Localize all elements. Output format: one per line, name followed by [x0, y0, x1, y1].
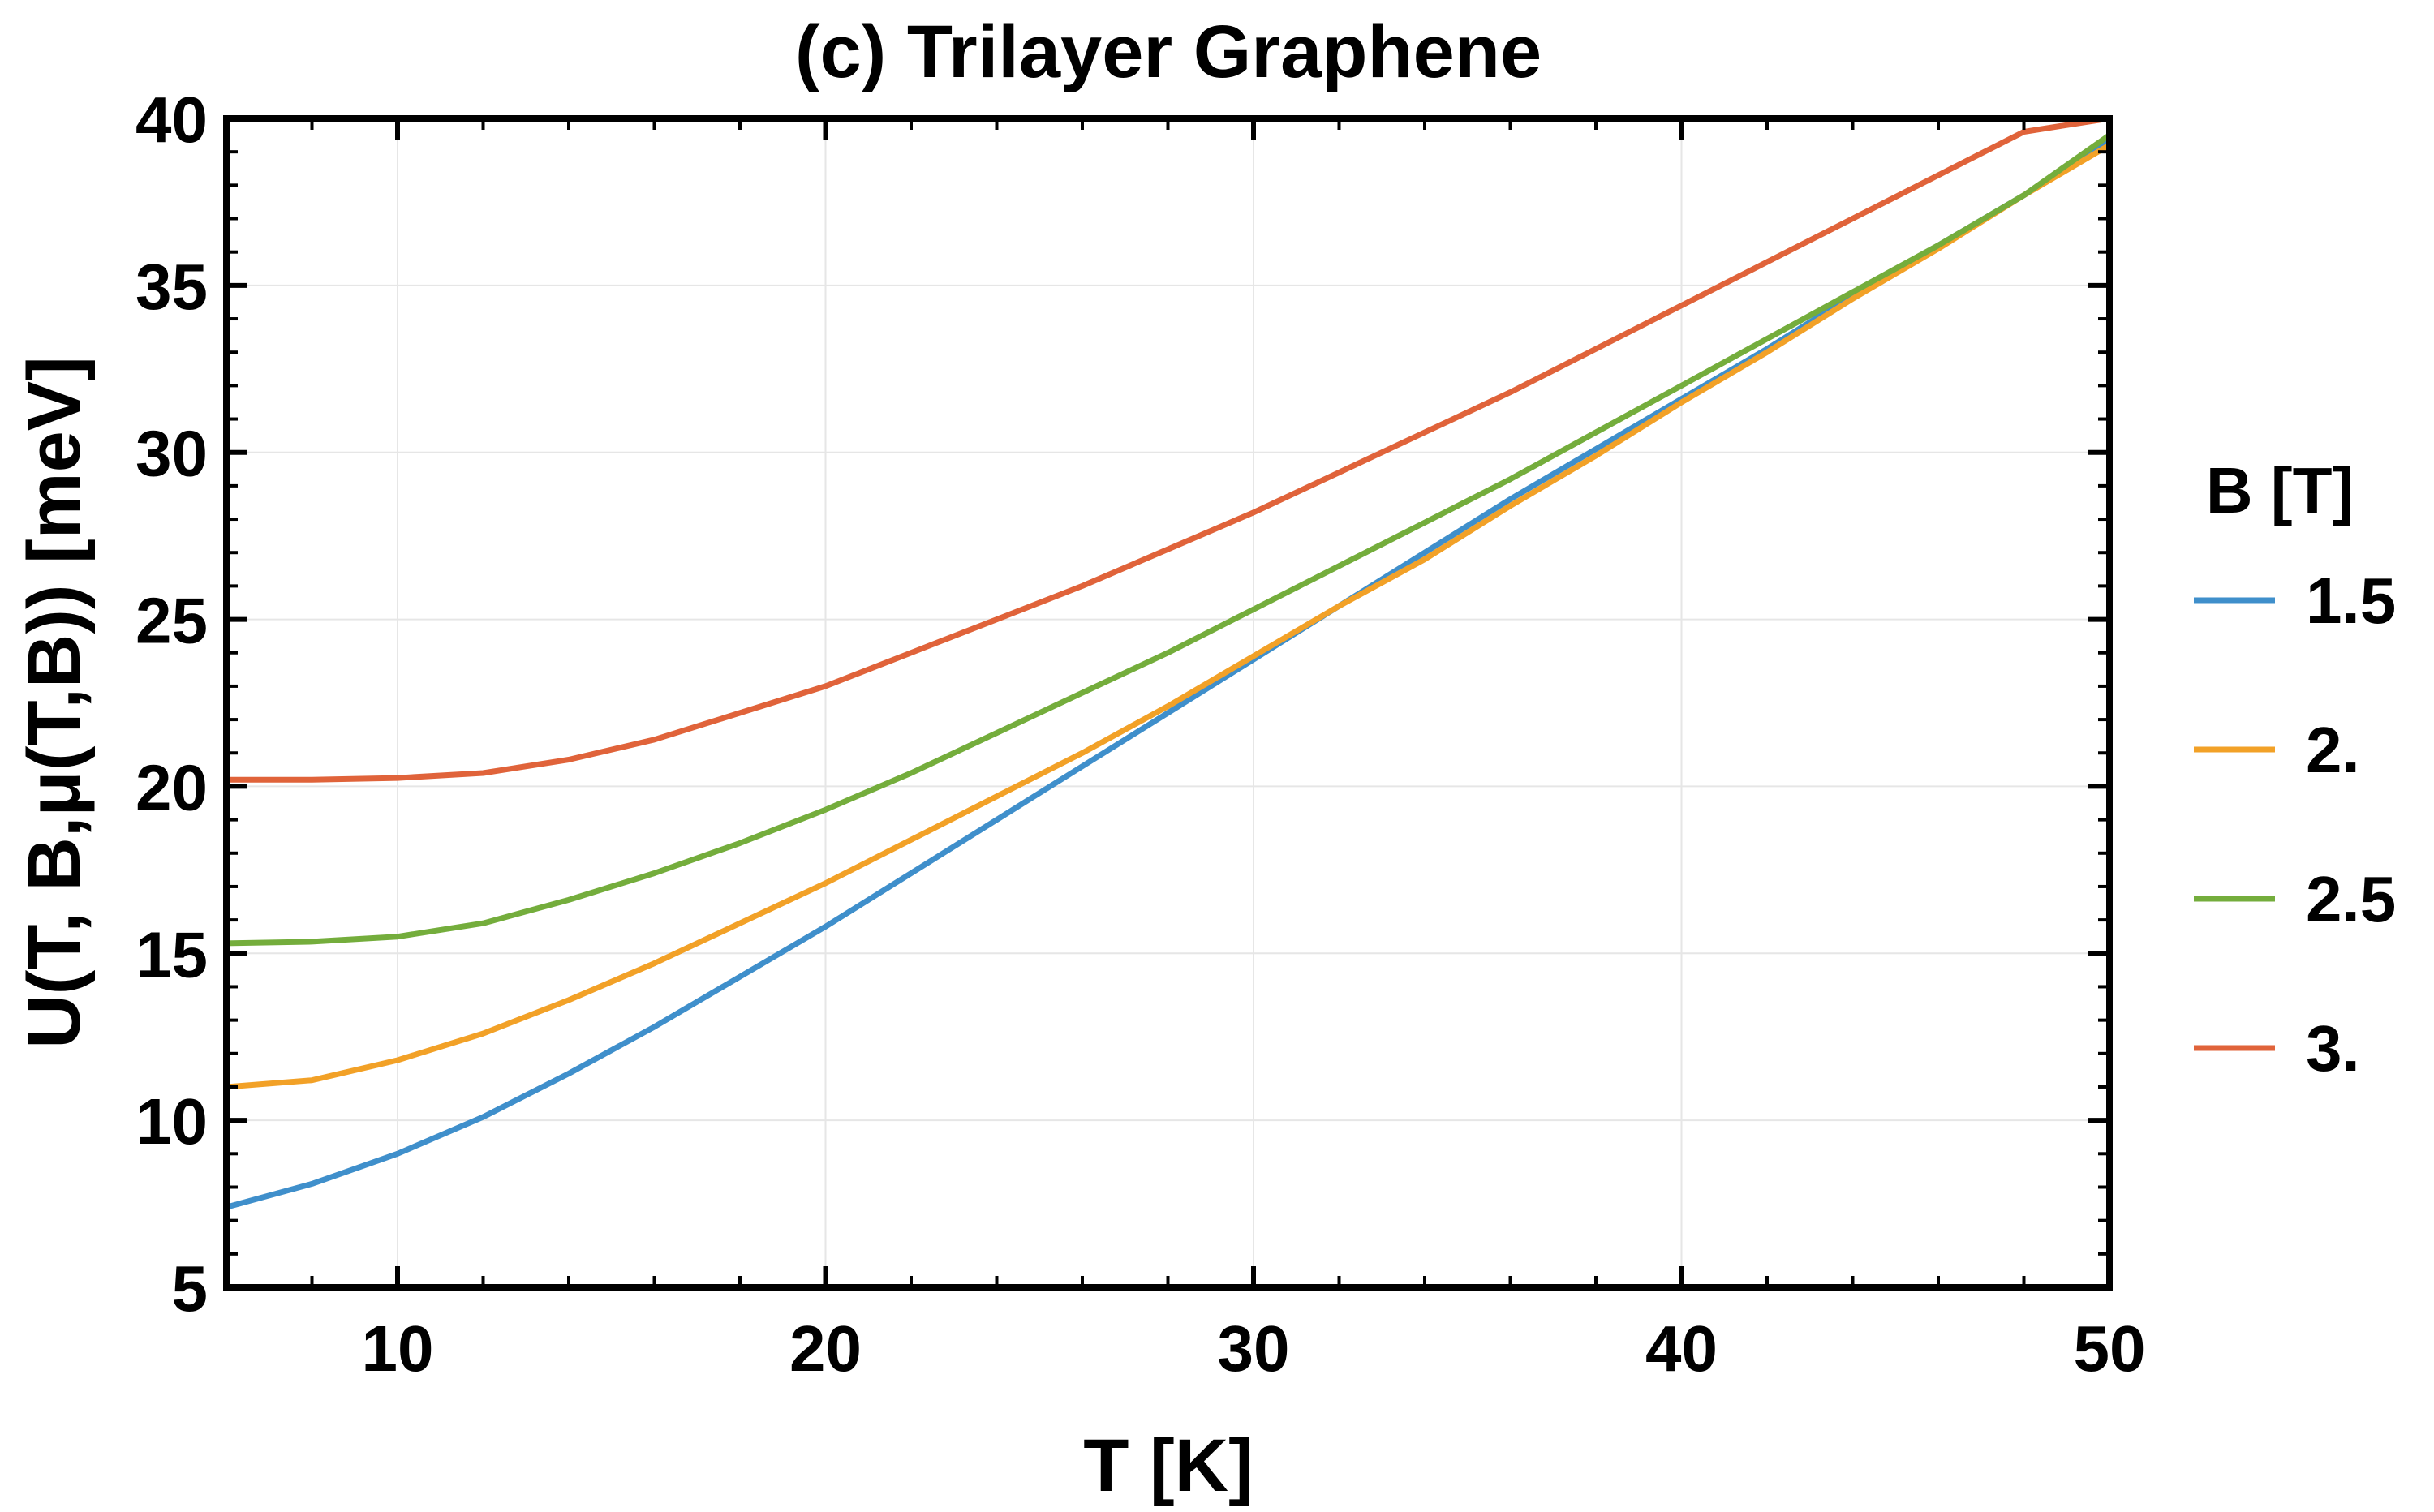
- x-tick-label: 40: [1645, 1312, 1718, 1385]
- plot-area: [223, 115, 2113, 1210]
- legend-label: 1.5: [2306, 565, 2396, 637]
- chart-title: (c) Trilayer Graphene: [795, 11, 1542, 93]
- axis-ticks: [225, 116, 2112, 1290]
- legend-title: B [T]: [2206, 454, 2354, 526]
- grid: [226, 118, 2109, 1287]
- y-tick-label: 20: [135, 751, 208, 823]
- series-line-2: [223, 142, 2113, 1090]
- y-tick-label: 30: [135, 418, 208, 490]
- y-tick-labels: 5 10 15 20 25 30 35 40: [135, 84, 208, 1325]
- legend-label: 2.5: [2306, 863, 2396, 935]
- x-tick-label: 10: [362, 1312, 434, 1385]
- y-tick-label: 5: [172, 1252, 209, 1325]
- y-tick-label: 10: [135, 1085, 208, 1158]
- y-tick-label: 40: [135, 84, 208, 156]
- x-tick-label: 20: [789, 1312, 862, 1385]
- plot-frame: [223, 115, 2113, 1291]
- legend: B [T] 1.5 2. 2.5 3.: [2194, 454, 2396, 1085]
- y-tick-label: 25: [135, 585, 208, 657]
- x-axis-label: T [K]: [1083, 1424, 1253, 1507]
- y-tick-label: 35: [135, 251, 208, 323]
- series-line-1-5: [223, 139, 2113, 1210]
- x-tick-label: 50: [2074, 1312, 2146, 1385]
- y-tick-label: 15: [135, 918, 208, 990]
- legend-label: 3.: [2306, 1012, 2360, 1085]
- series-line-3: [223, 115, 2113, 783]
- x-tick-labels: 10 20 30 40 50: [362, 1312, 2146, 1385]
- series-line-2-5: [223, 132, 2113, 947]
- legend-label: 2.: [2306, 714, 2360, 786]
- x-tick-label: 30: [1218, 1312, 1290, 1385]
- y-axis-label: U(T, B,μ(T,B)) [meV]: [13, 356, 96, 1049]
